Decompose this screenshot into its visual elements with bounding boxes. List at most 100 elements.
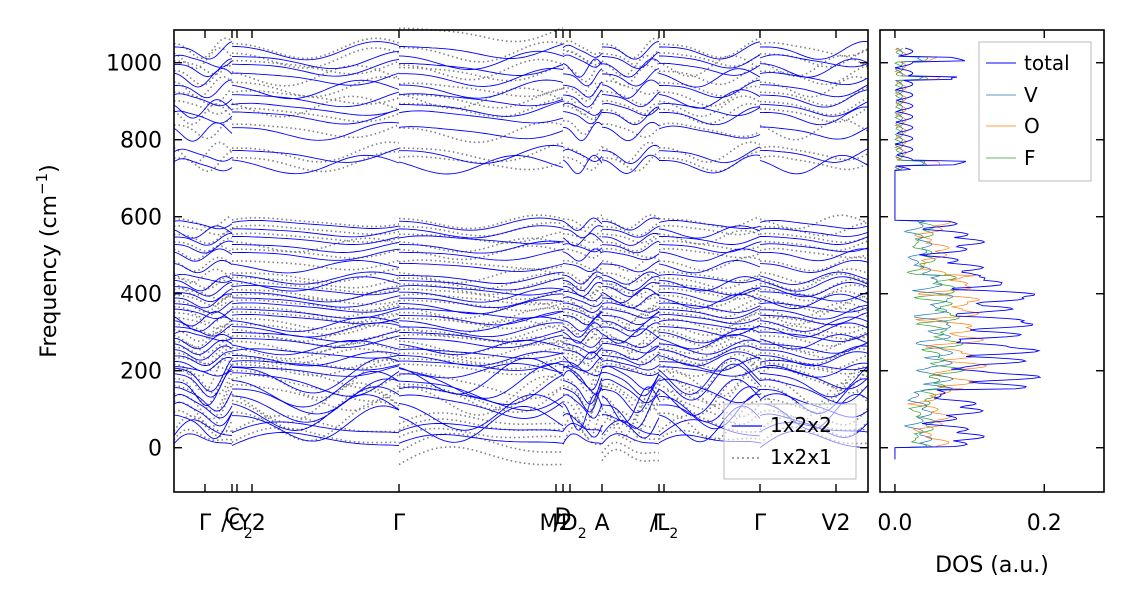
band-line-1x2x2 bbox=[760, 342, 869, 354]
band-line-1x2x2 bbox=[562, 243, 603, 253]
band-line-1x2x1 bbox=[563, 94, 603, 116]
band-line-1x2x2 bbox=[760, 291, 869, 302]
band-y-tick-label: 1000 bbox=[106, 52, 162, 77]
band-x-tick-label: M2 bbox=[540, 511, 573, 536]
band-line-1x2x2 bbox=[659, 146, 761, 164]
band-line-1x2x2 bbox=[659, 287, 761, 303]
band-line-1x2x2 bbox=[398, 285, 564, 296]
band-line-1x2x2 bbox=[601, 154, 660, 174]
band-x-tick-label: /C2 bbox=[221, 511, 253, 542]
band-line-1x2x2 bbox=[173, 358, 233, 392]
band-line-1x2x2 bbox=[658, 260, 761, 274]
band-line-1x2x1 bbox=[173, 268, 233, 284]
band-line-1x2x1 bbox=[398, 214, 564, 230]
band-line-1x2x1 bbox=[759, 232, 869, 244]
dos-panel: 0.0 0.2 DOS (a.u.) total V O F bbox=[877, 29, 1105, 578]
band-line-1x2x2 bbox=[174, 276, 233, 292]
band-line-1x2x2 bbox=[759, 345, 869, 361]
band-line-1x2x1 bbox=[562, 336, 603, 354]
band-line-1x2x2 bbox=[398, 225, 564, 239]
band-line-1x2x1 bbox=[602, 102, 660, 125]
band-line-1x2x2 bbox=[231, 284, 400, 296]
band-line-1x2x1 bbox=[563, 156, 603, 172]
band-line-1x2x1 bbox=[602, 256, 660, 272]
dos-plot-frame bbox=[879, 29, 1105, 493]
band-line-1x2x1 bbox=[601, 214, 660, 230]
band-line-1x2x2 bbox=[658, 378, 761, 404]
band-line-1x2x2 bbox=[760, 89, 869, 108]
band-x-tick-label-sub: 2 bbox=[578, 526, 587, 542]
band-line-1x2x1 bbox=[231, 358, 400, 399]
band-line-1x2x1 bbox=[759, 307, 869, 326]
band-x-tick-label-main: C bbox=[224, 505, 239, 530]
band-line-1x2x1 bbox=[601, 299, 660, 312]
band-line-1x2x2 bbox=[232, 371, 400, 397]
band-line-1x2x2 bbox=[398, 235, 564, 245]
band-line-1x2x2 bbox=[231, 386, 400, 423]
band-x-tick-label-main: M bbox=[540, 511, 559, 536]
band-line-1x2x1 bbox=[759, 75, 869, 98]
band-line-1x2x1 bbox=[232, 359, 400, 377]
band-line-1x2x2 bbox=[759, 84, 869, 98]
band-line-1x2x1 bbox=[659, 302, 761, 318]
band-line-1x2x2 bbox=[563, 377, 603, 405]
ylabel-prefix: Frequency (cm bbox=[37, 195, 62, 358]
band-y-tick-label: 400 bbox=[120, 283, 162, 308]
band-line-1x2x1 bbox=[659, 282, 761, 295]
band-line-1x2x2 bbox=[602, 345, 660, 361]
band-line-1x2x1 bbox=[759, 48, 869, 68]
band-line-1x2x1 bbox=[232, 151, 400, 173]
band-line-1x2x2 bbox=[759, 227, 869, 237]
band-line-1x2x2 bbox=[759, 54, 869, 68]
band-line-1x2x1 bbox=[398, 88, 564, 109]
band-line-1x2x2 bbox=[759, 312, 869, 326]
band-line-1x2x2 bbox=[173, 58, 233, 77]
band-line-1x2x1 bbox=[174, 301, 233, 319]
band-x-tick-label-sub: 2 bbox=[244, 526, 253, 542]
band-line-1x2x2 bbox=[173, 273, 233, 283]
band-line-1x2x2 bbox=[173, 433, 233, 445]
band-line-1x2x1 bbox=[759, 301, 869, 320]
band-line-1x2x2 bbox=[601, 311, 660, 326]
band-line-1x2x1 bbox=[399, 315, 564, 330]
band-line-1x2x2 bbox=[759, 41, 869, 60]
band-line-1x2x2 bbox=[562, 302, 603, 313]
dos-x-axis-label: DOS (a.u.) bbox=[935, 553, 1049, 578]
band-line-1x2x2 bbox=[232, 72, 400, 86]
dos-legend: total V O F bbox=[978, 41, 1092, 182]
band-line-1x2x2 bbox=[601, 79, 660, 99]
band-line-1x2x1 bbox=[398, 371, 564, 411]
band-line-1x2x2 bbox=[232, 351, 400, 367]
band-line-1x2x1 bbox=[759, 366, 869, 394]
band-line-1x2x2 bbox=[399, 271, 564, 284]
band-line-1x2x2 bbox=[601, 386, 660, 424]
band-line-1x2x1 bbox=[601, 351, 660, 364]
band-line-1x2x1 bbox=[174, 272, 233, 290]
band-line-1x2x1 bbox=[760, 256, 869, 272]
band-line-1x2x2 bbox=[601, 360, 660, 371]
band-line-1x2x1 bbox=[173, 47, 233, 70]
band-line-1x2x2 bbox=[231, 431, 400, 446]
ylabel-suffix: ) bbox=[37, 164, 62, 173]
band-line-1x2x2 bbox=[562, 233, 603, 247]
band-line-1x2x1 bbox=[398, 336, 564, 354]
band-line-1x2x1 bbox=[174, 64, 233, 86]
band-line-1x2x1 bbox=[601, 247, 660, 259]
band-line-1x2x2 bbox=[759, 365, 869, 390]
band-line-1x2x2 bbox=[231, 316, 400, 332]
dos-curve-1f77b4 bbox=[894, 47, 954, 460]
band-line-1x2x2 bbox=[173, 364, 233, 398]
band-line-1x2x2 bbox=[231, 260, 400, 274]
band-line-1x2x2 bbox=[399, 287, 564, 303]
band-line-1x2x2 bbox=[232, 50, 400, 70]
band-x-tick-label-main: V bbox=[821, 511, 836, 536]
band-line-1x2x2 bbox=[398, 434, 564, 444]
band-line-1x2x1 bbox=[399, 142, 564, 163]
band-line-1x2x2 bbox=[659, 54, 761, 69]
band-line-1x2x2 bbox=[658, 62, 761, 76]
band-line-1x2x1 bbox=[759, 214, 869, 230]
band-line-1x2x1 bbox=[231, 311, 400, 324]
band-x-tick-label-main: /D bbox=[553, 511, 577, 536]
band-line-1x2x1 bbox=[562, 416, 603, 431]
band-curves bbox=[173, 26, 869, 466]
